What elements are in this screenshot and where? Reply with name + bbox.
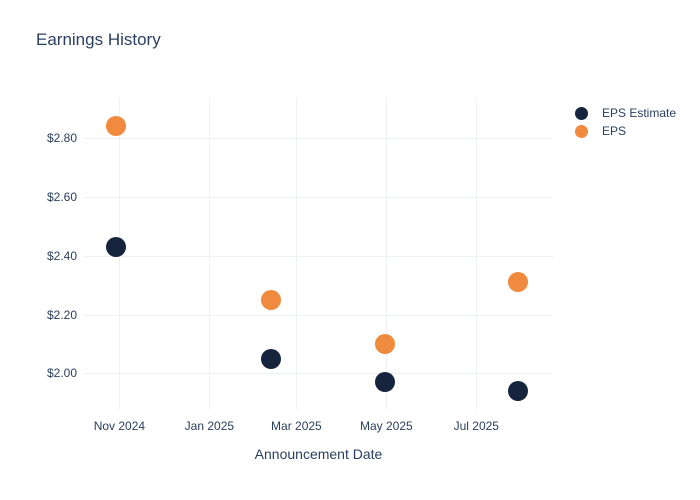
x-tick-label: May 2025 — [359, 419, 413, 433]
data-point-eps-estimate[interactable] — [106, 236, 127, 257]
x-gridline — [476, 98, 478, 410]
y-gridline — [84, 255, 553, 257]
data-point-eps[interactable] — [507, 272, 528, 293]
data-point-eps-estimate[interactable] — [261, 348, 282, 369]
x-gridline — [296, 98, 298, 410]
legend-label-eps: EPS — [602, 124, 627, 138]
data-point-eps-estimate[interactable] — [374, 372, 395, 393]
eps-marker-icon — [575, 124, 588, 138]
y-gridline — [84, 373, 553, 375]
eps-estimate-marker-icon — [575, 106, 588, 120]
y-gridline — [84, 197, 553, 198]
x-tick-label: Nov 2024 — [93, 419, 146, 433]
data-point-eps[interactable] — [374, 333, 395, 354]
x-gridline — [386, 98, 388, 410]
y-gridline — [84, 138, 553, 140]
y-tick-label: $2.80 — [46, 131, 77, 146]
x-tick-label: Jul 2025 — [453, 419, 499, 433]
legend-item-eps-estimate[interactable]: EPS Estimate — [575, 106, 676, 120]
y-tick-label: $2.00 — [46, 366, 77, 381]
y-tick-label: $2.60 — [46, 190, 77, 204]
data-point-eps-estimate[interactable] — [507, 380, 528, 401]
chart-title: Earnings History — [36, 30, 161, 49]
y-tick-label: $2.20 — [46, 307, 77, 322]
x-axis-title: Announcement Date — [254, 446, 383, 462]
y-gridline — [84, 314, 553, 316]
plot-area[interactable]: $2.00 $2.20 $2.40 $2.60 $2.80 Nov 2024 Jan 202… — [47, 98, 553, 433]
data-point-eps[interactable] — [261, 289, 282, 310]
x-tick-label: Mar 2025 — [271, 419, 322, 433]
legend: EPS Estimate EPS — [575, 106, 676, 142]
legend-label-eps-estimate: EPS Estimate — [602, 106, 677, 120]
x-tick-label: Jan 2025 — [184, 419, 235, 433]
x-gridline — [209, 98, 211, 410]
legend-item-eps[interactable]: EPS — [575, 124, 676, 138]
data-point-eps[interactable] — [106, 116, 127, 137]
y-tick-label: $2.40 — [46, 248, 77, 263]
